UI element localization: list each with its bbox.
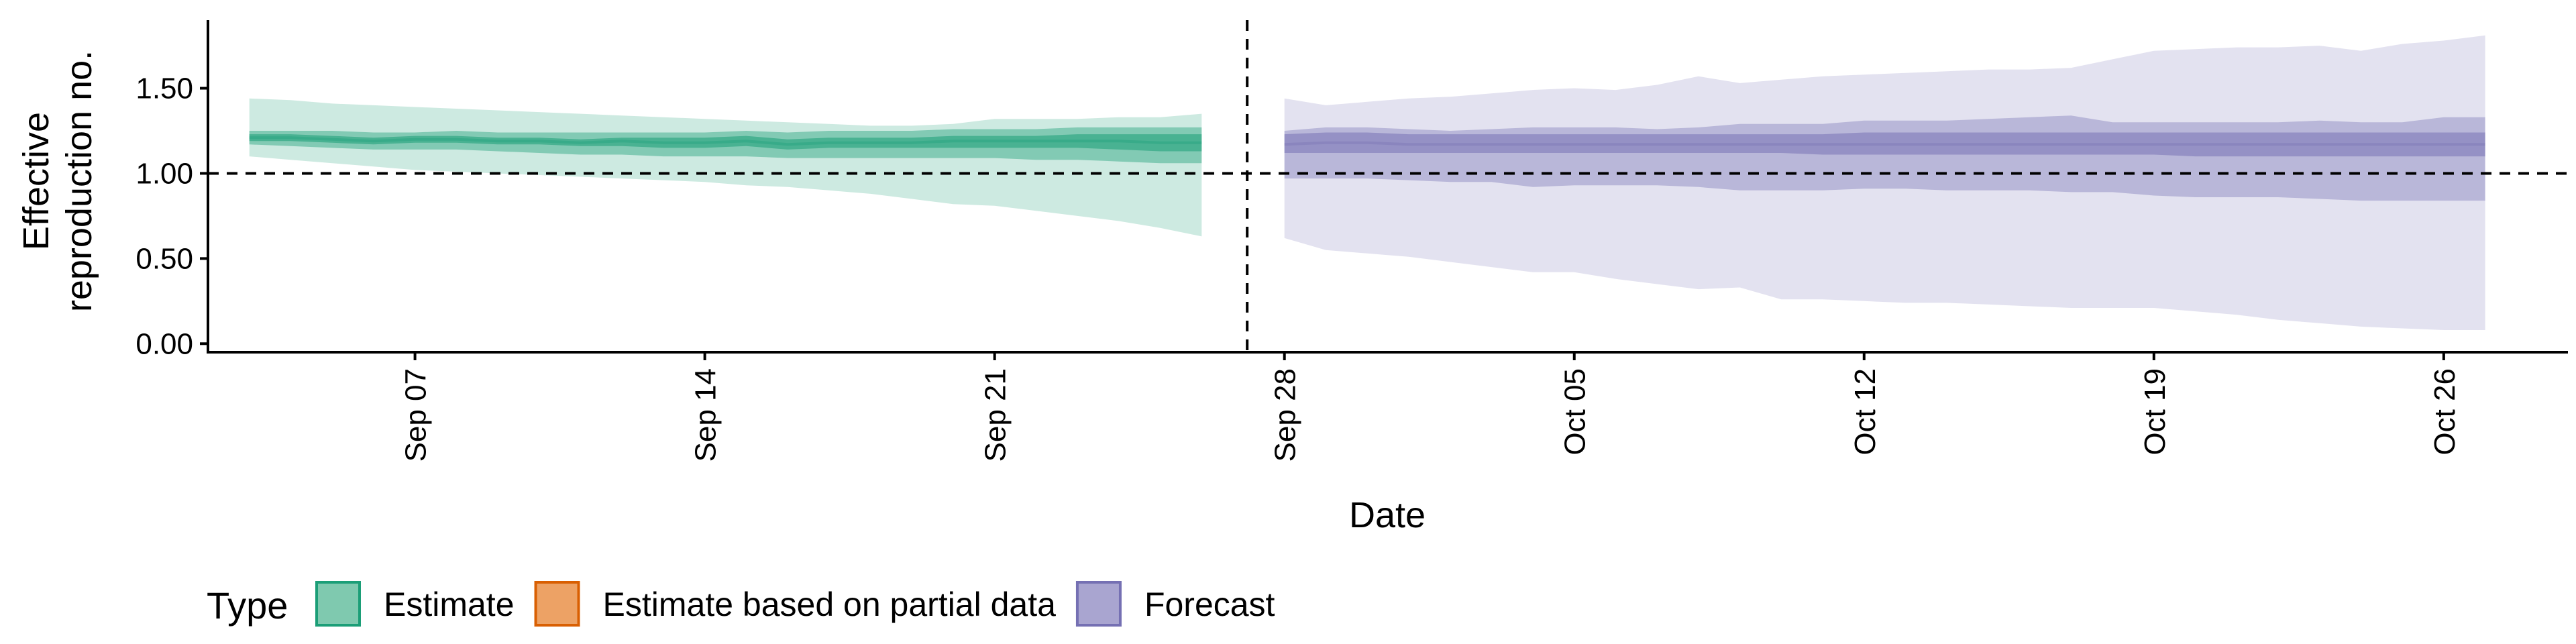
x-axis-ticks: Sep 07 Sep 14 Sep 21 Sep 28 Oct 05 Oct 12 Oct … — [400, 352, 2461, 462]
legend-items: Estimate Estimate based on partial data Fo… — [315, 581, 1275, 627]
y-axis-title-line2: reproduction no. — [59, 50, 99, 312]
forecast-band-90 — [1284, 35, 2485, 331]
legend: Type Estimate Estimate based on partial d… — [207, 581, 1275, 627]
x-tick-label: Oct 12 — [1849, 368, 1882, 455]
y-tick-label: 1.50 — [136, 72, 193, 105]
estimate-band-20 — [249, 134, 1202, 152]
y-axis-ticks: 0.00 0.50 1.00 1.50 — [136, 72, 208, 360]
legend-title: Type — [207, 584, 288, 627]
legend-label-estimate: Estimate — [384, 586, 515, 623]
legend-label-forecast: Forecast — [1144, 586, 1275, 623]
legend-label-estimate-based-on-partial-data: Estimate based on partial data — [603, 586, 1057, 623]
estimate-median-line — [249, 136, 1202, 146]
legend-swatch-estimate-based-on-partial-data — [534, 581, 580, 627]
x-tick-label: Sep 28 — [1269, 368, 1302, 462]
estimate-band-90 — [249, 98, 1202, 237]
forecast-median-line — [1284, 141, 2485, 146]
y-tick-label: 0.50 — [136, 242, 193, 275]
median-lines — [249, 136, 2485, 146]
x-tick-label: Sep 21 — [979, 368, 1012, 462]
x-tick-label: Oct 26 — [2428, 368, 2461, 455]
x-tick-label: Sep 14 — [690, 368, 722, 462]
y-tick-label: 1.00 — [136, 157, 193, 190]
x-tick-label: Sep 07 — [400, 368, 433, 462]
legend-swatch-forecast — [1075, 581, 1122, 627]
legend-swatch-estimate — [315, 581, 361, 627]
x-axis-title: Date — [1349, 495, 1426, 535]
forecast-band-20 — [1284, 132, 2485, 157]
y-tick-label: 0.00 — [136, 327, 193, 360]
y-axis-title-line1: Effective — [16, 112, 56, 250]
x-tick-label: Oct 05 — [1559, 368, 1592, 455]
x-tick-label: Oct 19 — [2139, 368, 2171, 455]
credible-interval-bands — [249, 35, 2485, 331]
